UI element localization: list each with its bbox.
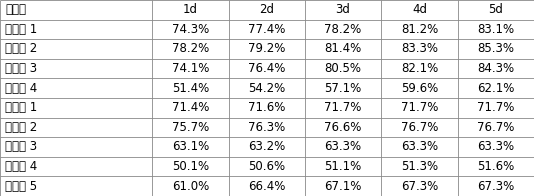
Text: 78.2%: 78.2%: [325, 23, 362, 36]
Text: 对比例 4: 对比例 4: [5, 160, 37, 173]
Text: 76.7%: 76.7%: [401, 121, 438, 134]
Text: 5d: 5d: [489, 3, 503, 16]
Text: 50.1%: 50.1%: [172, 160, 209, 173]
Text: 71.6%: 71.6%: [248, 101, 285, 114]
Text: 71.7%: 71.7%: [325, 101, 362, 114]
Text: 61.0%: 61.0%: [172, 180, 209, 193]
Text: 71.4%: 71.4%: [172, 101, 209, 114]
Text: 3d: 3d: [336, 3, 350, 16]
Text: 对比例 5: 对比例 5: [5, 180, 37, 193]
Text: 63.2%: 63.2%: [248, 141, 285, 153]
Text: 63.3%: 63.3%: [325, 141, 362, 153]
Text: 83.3%: 83.3%: [401, 43, 438, 55]
Text: 62.1%: 62.1%: [477, 82, 514, 95]
Text: 74.3%: 74.3%: [172, 23, 209, 36]
Text: 80.5%: 80.5%: [325, 62, 362, 75]
Text: 4d: 4d: [412, 3, 427, 16]
Text: 82.1%: 82.1%: [401, 62, 438, 75]
Text: 2d: 2d: [259, 3, 274, 16]
Text: 81.4%: 81.4%: [325, 43, 362, 55]
Text: 63.3%: 63.3%: [477, 141, 514, 153]
Text: 51.6%: 51.6%: [477, 160, 514, 173]
Text: 67.3%: 67.3%: [401, 180, 438, 193]
Text: 对比例 3: 对比例 3: [5, 141, 37, 153]
Text: 对比例 2: 对比例 2: [5, 121, 37, 134]
Text: 降解率: 降解率: [5, 3, 26, 16]
Text: 实施例 4: 实施例 4: [5, 82, 37, 95]
Text: 57.1%: 57.1%: [325, 82, 362, 95]
Text: 51.4%: 51.4%: [172, 82, 209, 95]
Text: 71.7%: 71.7%: [401, 101, 438, 114]
Text: 75.7%: 75.7%: [172, 121, 209, 134]
Text: 76.4%: 76.4%: [248, 62, 285, 75]
Text: 76.7%: 76.7%: [477, 121, 514, 134]
Text: 81.2%: 81.2%: [401, 23, 438, 36]
Text: 67.1%: 67.1%: [325, 180, 362, 193]
Text: 67.3%: 67.3%: [477, 180, 514, 193]
Text: 51.3%: 51.3%: [401, 160, 438, 173]
Text: 66.4%: 66.4%: [248, 180, 285, 193]
Text: 78.2%: 78.2%: [172, 43, 209, 55]
Text: 79.2%: 79.2%: [248, 43, 285, 55]
Text: 实施例 3: 实施例 3: [5, 62, 37, 75]
Text: 实施例 1: 实施例 1: [5, 23, 37, 36]
Text: 76.6%: 76.6%: [325, 121, 362, 134]
Text: 59.6%: 59.6%: [401, 82, 438, 95]
Text: 50.6%: 50.6%: [248, 160, 285, 173]
Text: 1d: 1d: [183, 3, 198, 16]
Text: 54.2%: 54.2%: [248, 82, 285, 95]
Text: 63.3%: 63.3%: [401, 141, 438, 153]
Text: 51.1%: 51.1%: [325, 160, 362, 173]
Text: 85.3%: 85.3%: [477, 43, 514, 55]
Text: 63.1%: 63.1%: [172, 141, 209, 153]
Text: 对比例 1: 对比例 1: [5, 101, 37, 114]
Text: 83.1%: 83.1%: [477, 23, 514, 36]
Text: 实施例 2: 实施例 2: [5, 43, 37, 55]
Text: 84.3%: 84.3%: [477, 62, 514, 75]
Text: 76.3%: 76.3%: [248, 121, 285, 134]
Text: 74.1%: 74.1%: [172, 62, 209, 75]
Text: 71.7%: 71.7%: [477, 101, 514, 114]
Text: 77.4%: 77.4%: [248, 23, 285, 36]
